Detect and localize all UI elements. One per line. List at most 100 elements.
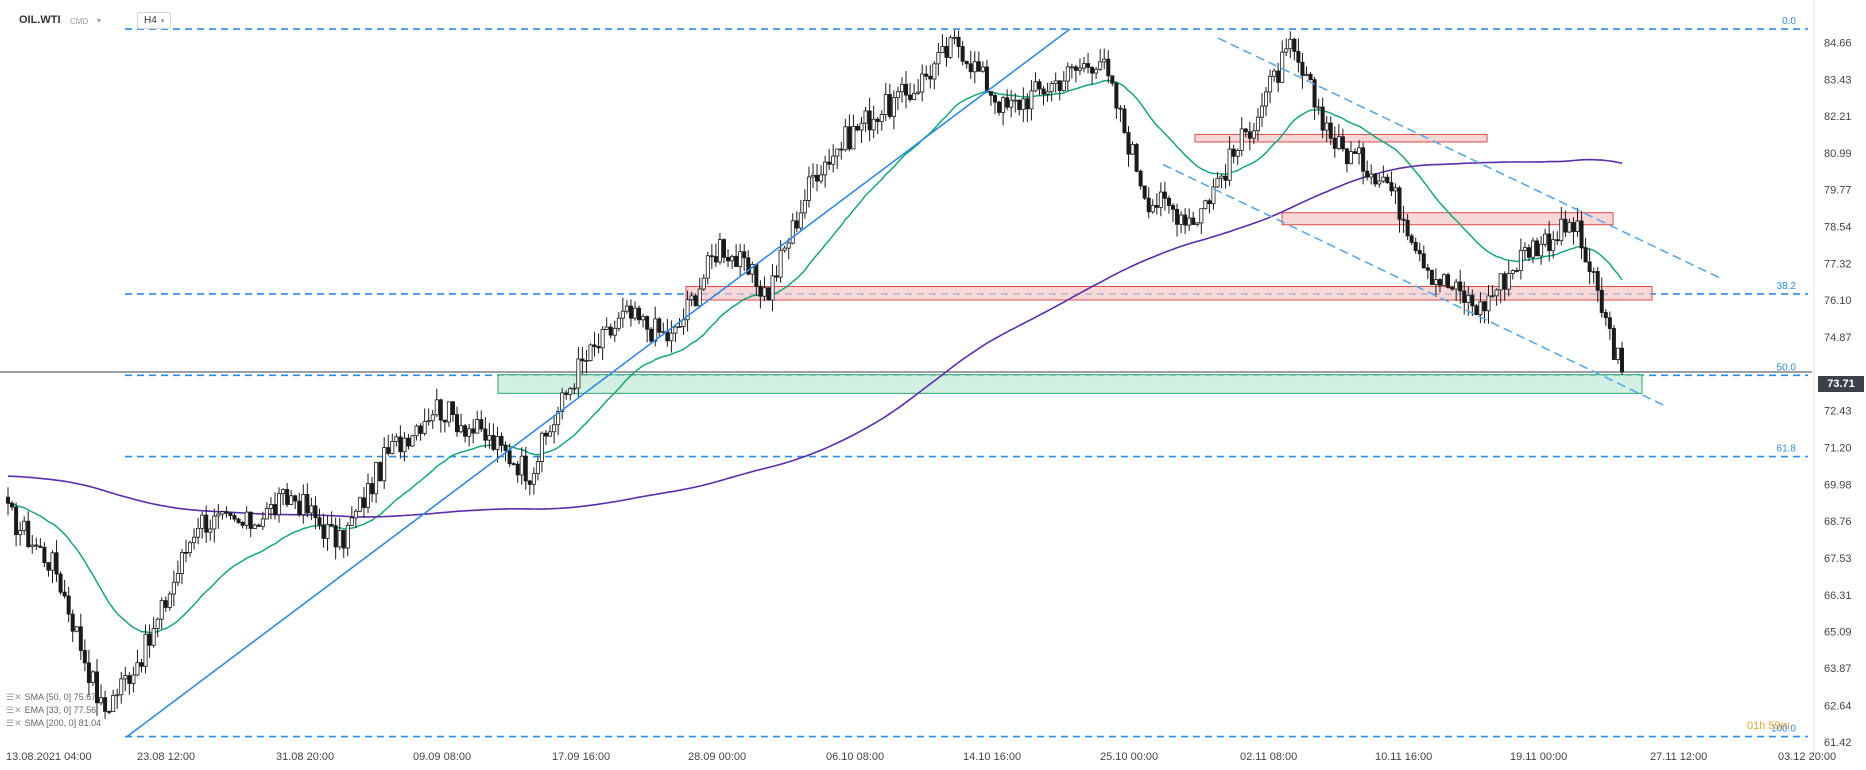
candle	[713, 243, 718, 267]
candle-body	[1611, 328, 1616, 360]
candle-body	[1013, 99, 1018, 102]
candle	[669, 320, 674, 353]
candle	[1065, 62, 1070, 92]
candle	[1421, 245, 1426, 269]
candle	[62, 579, 67, 599]
candle	[806, 166, 811, 208]
candle	[693, 293, 698, 307]
candle-body	[378, 462, 383, 482]
candle-body	[883, 94, 888, 115]
candle	[1094, 66, 1099, 79]
candle	[204, 505, 209, 543]
candle-body	[588, 344, 593, 361]
candle	[1567, 218, 1572, 233]
candle	[30, 534, 35, 554]
candle	[1433, 268, 1438, 298]
candle	[778, 240, 783, 283]
candle-body	[479, 419, 484, 430]
candle-body	[1280, 51, 1285, 83]
candle	[1620, 341, 1625, 375]
symbol-dropdown-icon[interactable]: ▾	[97, 16, 102, 25]
candle	[1502, 271, 1507, 301]
candle	[232, 512, 237, 522]
candle-body	[192, 536, 197, 544]
candle-body	[90, 671, 95, 683]
candle-body	[1300, 61, 1305, 76]
candle-body	[495, 436, 500, 450]
candle-body	[851, 125, 856, 150]
candle	[1377, 173, 1382, 188]
candle-body	[1102, 58, 1107, 63]
candle	[1053, 72, 1058, 93]
candle	[527, 479, 532, 496]
candle	[305, 483, 310, 518]
candle	[1563, 210, 1568, 238]
candle	[657, 317, 662, 339]
candle	[220, 510, 225, 520]
settings-icon[interactable]: ☰✕	[6, 692, 22, 702]
candle-body	[151, 628, 156, 646]
settings-icon[interactable]: ☰✕	[6, 705, 22, 715]
candle	[1490, 285, 1495, 298]
candle	[1009, 89, 1014, 118]
indicator-sma50[interactable]: ☰✕ SMA [50, 0] 75.67	[6, 692, 96, 703]
candle-body	[539, 432, 544, 463]
candle	[289, 489, 294, 505]
indicator-ema33[interactable]: ☰✕ EMA [33, 0] 77.56	[6, 705, 96, 716]
candle-body	[713, 256, 718, 263]
market-label: CMD	[70, 17, 89, 26]
candle	[568, 386, 573, 401]
candle-body	[726, 256, 731, 262]
candle	[256, 523, 261, 527]
candle	[924, 65, 929, 81]
candle-body	[74, 626, 79, 632]
candle-countdown: 01h 59m	[1747, 720, 1790, 732]
candle	[1272, 68, 1277, 82]
candle-body	[887, 94, 892, 117]
candle	[301, 484, 306, 524]
candle-body	[964, 60, 969, 65]
candle-body	[366, 483, 371, 508]
candle-body	[1037, 81, 1042, 90]
candle-body	[10, 502, 15, 508]
candle-body	[1077, 67, 1082, 71]
timeframe-selector[interactable]: H4 ▾	[137, 12, 171, 29]
candle	[1183, 208, 1188, 234]
candle	[86, 649, 91, 696]
indicator-sma200[interactable]: ☰✕ SMA [200, 0] 81.04	[6, 718, 101, 729]
candle	[285, 482, 290, 508]
candle-body	[232, 515, 237, 520]
candle	[1450, 285, 1455, 291]
candle-body	[94, 671, 99, 704]
candle-body	[131, 674, 136, 684]
candle	[883, 82, 888, 122]
settings-icon[interactable]: ☰✕	[6, 718, 22, 728]
candle-body	[819, 174, 824, 182]
y-tick-label: 82.21	[1824, 111, 1852, 123]
candle-body	[410, 435, 415, 447]
candle	[418, 423, 423, 441]
candle-body	[487, 435, 492, 441]
candle	[341, 530, 346, 559]
candle-body	[349, 517, 354, 526]
candle	[1361, 142, 1366, 185]
candle-body	[1518, 250, 1523, 272]
candle	[1219, 174, 1224, 189]
symbol-label[interactable]: OIL.WTI	[19, 14, 61, 26]
x-tick-label: 27.11 12:00	[1650, 751, 1707, 763]
candle-body	[1361, 147, 1366, 172]
candle-body	[1510, 270, 1515, 274]
candle-body	[944, 46, 949, 58]
candle-body	[208, 528, 213, 533]
candle	[1474, 303, 1479, 316]
candle-body	[701, 277, 706, 290]
candle	[183, 539, 188, 563]
candle-body	[1134, 144, 1139, 172]
candle	[22, 516, 27, 536]
candle	[196, 517, 201, 545]
candle	[1090, 66, 1095, 85]
candle	[798, 199, 803, 231]
candle	[1166, 195, 1171, 214]
candle-body	[394, 436, 399, 442]
